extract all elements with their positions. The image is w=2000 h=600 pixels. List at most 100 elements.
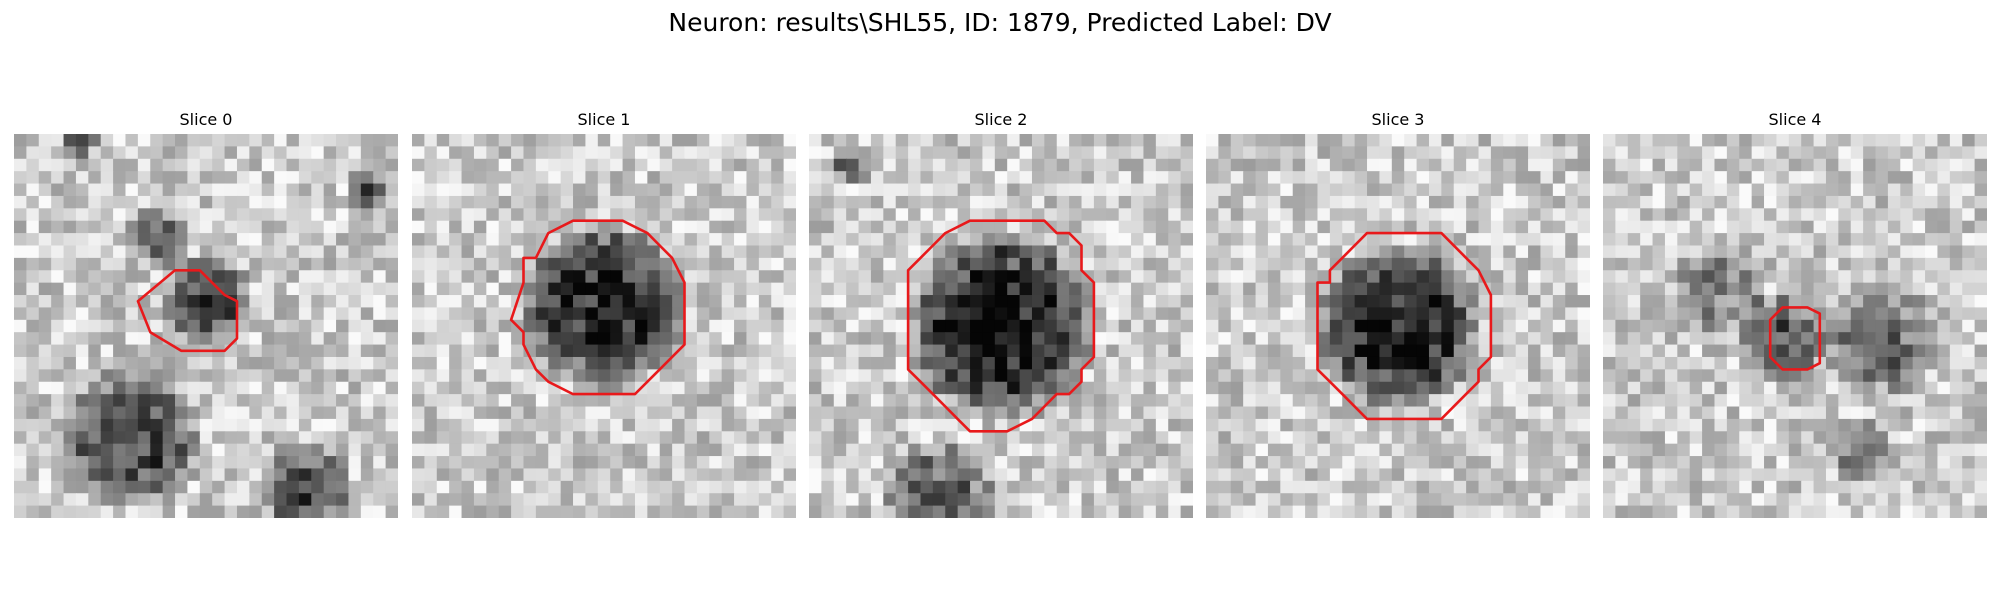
- image-pixel: [348, 319, 362, 333]
- image-pixel: [1379, 282, 1393, 296]
- image-pixel: [1540, 505, 1554, 518]
- image-pixel: [1069, 307, 1083, 321]
- image-pixel: [1603, 282, 1616, 296]
- image-pixel: [1825, 344, 1839, 358]
- image-pixel: [597, 406, 611, 420]
- image-pixel: [1813, 233, 1827, 247]
- image-pixel: [1825, 468, 1839, 482]
- image-pixel: [1515, 146, 1529, 160]
- image-pixel: [486, 183, 500, 197]
- image-pixel: [1689, 282, 1703, 296]
- image-pixel: [298, 295, 312, 309]
- image-pixel: [1540, 431, 1554, 445]
- image-pixel: [970, 394, 984, 408]
- image-pixel: [709, 195, 723, 209]
- image-pixel: [1317, 134, 1331, 147]
- image-pixel: [610, 344, 624, 358]
- image-pixel: [498, 344, 512, 358]
- image-pixel: [560, 394, 574, 408]
- image-pixel: [1577, 431, 1590, 445]
- image-pixel: [1974, 307, 1987, 321]
- image-pixel: [970, 381, 984, 395]
- image-pixel: [162, 406, 176, 420]
- image-pixel: [249, 480, 263, 494]
- image-pixel: [1875, 233, 1889, 247]
- image-pixel: [523, 183, 537, 197]
- image-pixel: [1180, 480, 1193, 494]
- image-pixel: [1565, 220, 1579, 234]
- image-pixel: [1490, 505, 1504, 518]
- image-pixel: [1367, 171, 1381, 185]
- image-pixel: [870, 146, 884, 160]
- image-pixel: [1528, 158, 1542, 172]
- image-pixel: [1925, 220, 1939, 234]
- image-pixel: [523, 282, 537, 296]
- image-pixel: [573, 270, 587, 284]
- image-pixel: [597, 356, 611, 370]
- image-pixel: [336, 394, 350, 408]
- image-pixel: [125, 295, 139, 309]
- image-pixel: [511, 220, 525, 234]
- image-pixel: [1416, 443, 1430, 457]
- image-pixel: [1875, 257, 1889, 271]
- image-pixel: [1726, 418, 1740, 432]
- image-pixel: [38, 245, 52, 259]
- image-pixel: [659, 369, 673, 383]
- image-pixel: [957, 307, 971, 321]
- image-pixel: [1093, 493, 1107, 507]
- image-pixel: [1155, 146, 1169, 160]
- image-pixel: [1206, 480, 1219, 494]
- image-pixel: [1342, 443, 1356, 457]
- image-pixel: [1726, 480, 1740, 494]
- image-pixel: [461, 208, 475, 222]
- image-pixel: [1490, 245, 1504, 259]
- image-pixel: [1280, 456, 1294, 470]
- image-pixel: [647, 282, 661, 296]
- image-pixel: [1677, 282, 1691, 296]
- image-pixel: [373, 369, 387, 383]
- image-pixel: [1640, 233, 1654, 247]
- image-pixel: [1838, 505, 1852, 518]
- image-pixel: [585, 456, 599, 470]
- image-pixel: [783, 208, 796, 222]
- image-pixel: [298, 220, 312, 234]
- image-pixel: [323, 208, 337, 222]
- image-pixel: [113, 257, 127, 271]
- image-pixel: [1379, 171, 1393, 185]
- image-pixel: [771, 505, 785, 518]
- image-pixel: [187, 233, 201, 247]
- image-pixel: [746, 344, 760, 358]
- image-pixel: [610, 208, 624, 222]
- image-pixel: [1912, 456, 1926, 470]
- image-pixel: [1776, 295, 1790, 309]
- image-pixel: [274, 208, 288, 222]
- image-pixel: [125, 195, 139, 209]
- image-pixel: [970, 146, 984, 160]
- image-pixel: [1081, 295, 1095, 309]
- image-pixel: [1887, 431, 1901, 445]
- image-pixel: [1615, 171, 1629, 185]
- image-pixel: [298, 332, 312, 346]
- image-pixel: [585, 183, 599, 197]
- image-pixel: [1863, 505, 1877, 518]
- image-pixel: [1056, 134, 1070, 147]
- image-pixel: [261, 220, 275, 234]
- image-pixel: [137, 505, 151, 518]
- image-pixel: [486, 257, 500, 271]
- image-pixel: [1367, 332, 1381, 346]
- image-pixel: [261, 195, 275, 209]
- image-pixel: [1106, 431, 1120, 445]
- image-pixel: [1243, 195, 1257, 209]
- image-pixel: [535, 344, 549, 358]
- image-pixel: [1974, 270, 1987, 284]
- image-pixel: [610, 505, 624, 518]
- image-pixel: [113, 406, 127, 420]
- image-pixel: [1007, 282, 1021, 296]
- image-pixel: [113, 480, 127, 494]
- image-pixel: [1044, 146, 1058, 160]
- image-pixel: [1466, 505, 1480, 518]
- image-pixel: [373, 195, 387, 209]
- image-pixel: [449, 456, 463, 470]
- image-pixel: [1677, 257, 1691, 271]
- image-pixel: [1367, 369, 1381, 383]
